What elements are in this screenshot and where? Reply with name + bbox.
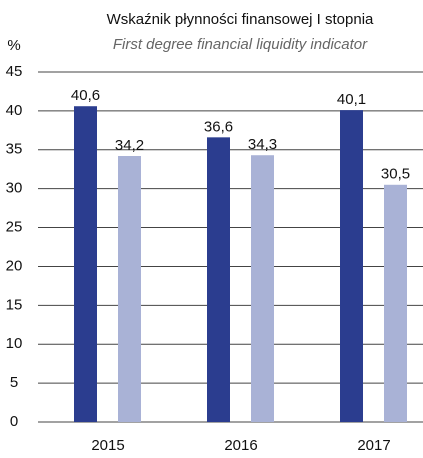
x-tick-label: 2015	[91, 437, 124, 454]
value-label: 40,1	[337, 91, 366, 108]
x-tick-label: 2017	[357, 437, 390, 454]
y-tick-label: 45	[6, 63, 23, 80]
y-tick-label: 0	[10, 413, 18, 430]
bar	[251, 155, 274, 422]
y-tick-label: 15	[6, 296, 23, 313]
bar	[118, 156, 141, 422]
y-tick-label: 10	[6, 335, 23, 352]
chart-subtitle: First degree financial liquidity indicat…	[113, 36, 368, 53]
value-label: 30,5	[381, 166, 410, 183]
y-tick-label: 40	[6, 102, 23, 119]
bar	[74, 106, 97, 422]
y-tick-label: 30	[6, 180, 23, 197]
value-label: 34,3	[248, 136, 277, 153]
chart-title: Wskaźnik płynności finansowej I stopnia	[107, 11, 374, 28]
y-tick-label: 25	[6, 219, 23, 236]
x-tick-label: 2016	[224, 437, 257, 454]
bar	[340, 110, 363, 422]
y-tick-label: 20	[6, 257, 23, 274]
y-tick-label: 35	[6, 141, 23, 158]
value-label: 36,6	[204, 118, 233, 135]
bar	[207, 137, 230, 423]
y-tick-label: 5	[10, 374, 18, 391]
y-axis-label: %	[7, 37, 20, 54]
value-label: 40,6	[71, 87, 100, 104]
bar	[384, 184, 407, 422]
value-label: 34,2	[115, 137, 144, 154]
